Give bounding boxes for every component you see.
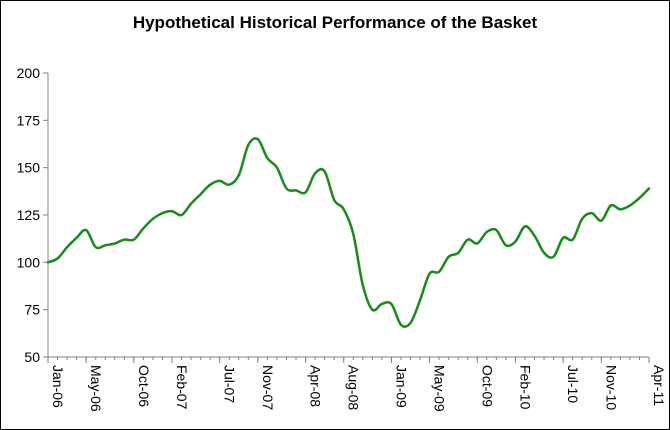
y-tick-label: 50 — [24, 349, 40, 365]
y-tick-label: 150 — [17, 160, 41, 176]
data-point — [75, 236, 78, 239]
data-point — [352, 233, 355, 235]
series-layer — [46, 137, 651, 328]
data-point — [543, 252, 545, 254]
data-point — [199, 193, 202, 195]
data-point — [209, 183, 211, 186]
data-point — [419, 299, 421, 302]
data-point — [133, 238, 135, 241]
data-point — [295, 189, 297, 192]
x-tick-label: Aug-08 — [346, 365, 362, 410]
data-point — [247, 144, 250, 146]
data-point — [495, 229, 498, 231]
y-tick-label: 100 — [17, 254, 41, 270]
data-point — [238, 174, 240, 176]
data-point — [390, 303, 393, 305]
y-tick-label: 175 — [17, 112, 41, 128]
data-point — [371, 308, 374, 311]
data-point — [266, 157, 269, 159]
x-tick-label: May-06 — [88, 365, 104, 412]
data-point — [276, 166, 278, 169]
data-point — [447, 255, 450, 258]
x-tick-label: Apr-08 — [308, 365, 324, 407]
data-point — [619, 208, 622, 211]
data-point — [104, 244, 106, 247]
y-axis: 50 75 100 125 150 175 200 — [17, 65, 49, 365]
data-point — [85, 229, 87, 231]
data-point — [56, 257, 59, 260]
data-point — [171, 210, 173, 212]
data-point — [552, 255, 555, 258]
chart-title: Hypothetical Historical Performance of t… — [132, 13, 538, 32]
data-point — [342, 208, 345, 211]
x-tick-label: Jul-07 — [222, 365, 238, 403]
data-point — [66, 246, 68, 248]
x-tick-label: Feb-10 — [517, 365, 533, 410]
data-point — [409, 322, 412, 324]
data-point — [218, 180, 221, 182]
data-point — [476, 242, 479, 245]
data-point — [562, 236, 564, 239]
y-tick-label: 75 — [24, 302, 40, 318]
x-tick-label: Apr-11 — [651, 365, 667, 406]
data-point — [533, 235, 536, 237]
data-point — [314, 172, 316, 175]
data-point — [524, 225, 526, 228]
data-point — [591, 212, 593, 214]
data-point — [152, 218, 154, 220]
data-point — [486, 231, 488, 233]
x-tick-label: Oct-06 — [136, 365, 152, 407]
data-point — [228, 183, 231, 186]
data-point — [428, 272, 431, 275]
data-point — [333, 199, 336, 201]
x-tick-label: May-09 — [432, 365, 448, 412]
x-tick-label: Oct-09 — [479, 365, 495, 407]
data-point — [400, 324, 402, 326]
data-point — [142, 227, 145, 230]
x-tick-label: Jan-06 — [50, 365, 66, 408]
data-point — [457, 252, 460, 254]
y-tick-label: 125 — [17, 207, 41, 223]
data-point — [648, 187, 650, 190]
data-point — [629, 204, 631, 207]
x-tick-label: Nov-10 — [603, 365, 619, 410]
x-tick-label: Jul-10 — [565, 365, 581, 403]
data-point — [466, 238, 469, 241]
data-point — [161, 212, 164, 214]
data-point — [94, 246, 97, 248]
data-point — [180, 214, 183, 216]
y-tick-label: 200 — [17, 65, 41, 81]
data-point — [362, 284, 364, 286]
data-point — [610, 204, 612, 207]
x-tick-label: Jan-09 — [393, 365, 409, 408]
x-axis: Jan-06 May-06 Oct-06 Feb-07 Jul-07 Nov-07 Apr-… — [47, 356, 667, 412]
data-point — [323, 170, 326, 173]
data-point — [304, 191, 307, 194]
data-point — [600, 219, 603, 222]
data-point — [438, 271, 440, 273]
data-point — [505, 244, 507, 247]
data-point — [190, 202, 192, 205]
data-point — [114, 242, 116, 245]
data-point — [514, 240, 517, 243]
data-point — [123, 238, 126, 241]
series-line — [46, 137, 651, 328]
data-point — [638, 197, 641, 199]
data-point — [581, 218, 583, 220]
x-tick-label: Nov-07 — [260, 365, 276, 410]
x-tick-label: Feb-07 — [174, 365, 190, 410]
data-point — [571, 238, 574, 241]
data-point — [285, 187, 288, 190]
data-point — [381, 303, 383, 305]
data-point — [47, 261, 49, 264]
data-point — [257, 138, 259, 141]
